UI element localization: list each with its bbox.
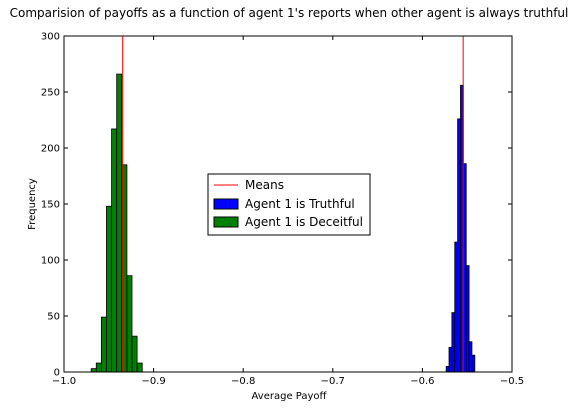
x-tick-label: −0.6 [410, 376, 434, 387]
chart-title: Comparision of payoffs as a function of … [10, 6, 569, 20]
legend-truthful-label: Agent 1 is Truthful [245, 197, 355, 211]
histogram-bar-deceitful [95, 362, 102, 373]
histogram-bar-truthful [454, 241, 459, 373]
legend: Means Agent 1 is Truthful Agent 1 is Dec… [207, 173, 371, 236]
y-tick-label: 150 [41, 200, 60, 211]
histogram-bar-truthful [462, 163, 467, 373]
x-tick-label: −0.8 [231, 376, 255, 387]
y-axis-label: Frequency [27, 178, 38, 230]
histogram-bar-deceitful [116, 73, 123, 373]
y-tick-label: 0 [54, 368, 60, 379]
histogram-bar-deceitful [131, 335, 138, 373]
histogram-bar-deceitful [106, 205, 112, 373]
legend-deceitful-swatch [213, 216, 239, 228]
histogram-bar-truthful [445, 365, 450, 373]
histogram-bar-truthful [451, 312, 456, 373]
histogram-bar-truthful [457, 118, 461, 373]
y-axis-ticks: 0 50 100 150 200 250 300 [41, 32, 512, 379]
histogram-bar-deceitful [136, 362, 143, 373]
legend-deceitful-label: Agent 1 is Deceitful [245, 215, 363, 229]
mean-lines [122, 36, 464, 372]
histogram-bar-deceitful [126, 275, 133, 373]
histogram-bar-deceitful [111, 128, 118, 373]
histogram-bar-truthful [448, 346, 453, 373]
histogram-bars [90, 73, 476, 373]
legend-means-label: Means [245, 178, 284, 192]
histogram-bar-deceitful [100, 316, 107, 373]
x-tick-label: −0.7 [321, 376, 345, 387]
legend-truthful-swatch [213, 198, 239, 210]
y-tick-label: 100 [41, 256, 60, 267]
y-tick-label: 50 [47, 312, 60, 323]
y-tick-label: 250 [41, 88, 60, 99]
x-tick-label: −0.9 [141, 376, 165, 387]
histogram-bar-truthful [468, 341, 473, 373]
y-tick-label: 200 [41, 144, 60, 155]
x-tick-label: −0.5 [500, 376, 524, 387]
histogram-bar-truthful [465, 265, 470, 373]
x-axis-ticks: −1.0 −0.9 −0.8 −0.7 −0.6 −0.5 [52, 36, 524, 387]
x-axis-label: Average Payoff [252, 391, 328, 402]
histogram-bar-deceitful [90, 368, 97, 373]
histogram-bar-truthful [471, 354, 476, 373]
y-tick-label: 300 [41, 32, 60, 43]
x-tick-label: −1.0 [52, 376, 76, 387]
